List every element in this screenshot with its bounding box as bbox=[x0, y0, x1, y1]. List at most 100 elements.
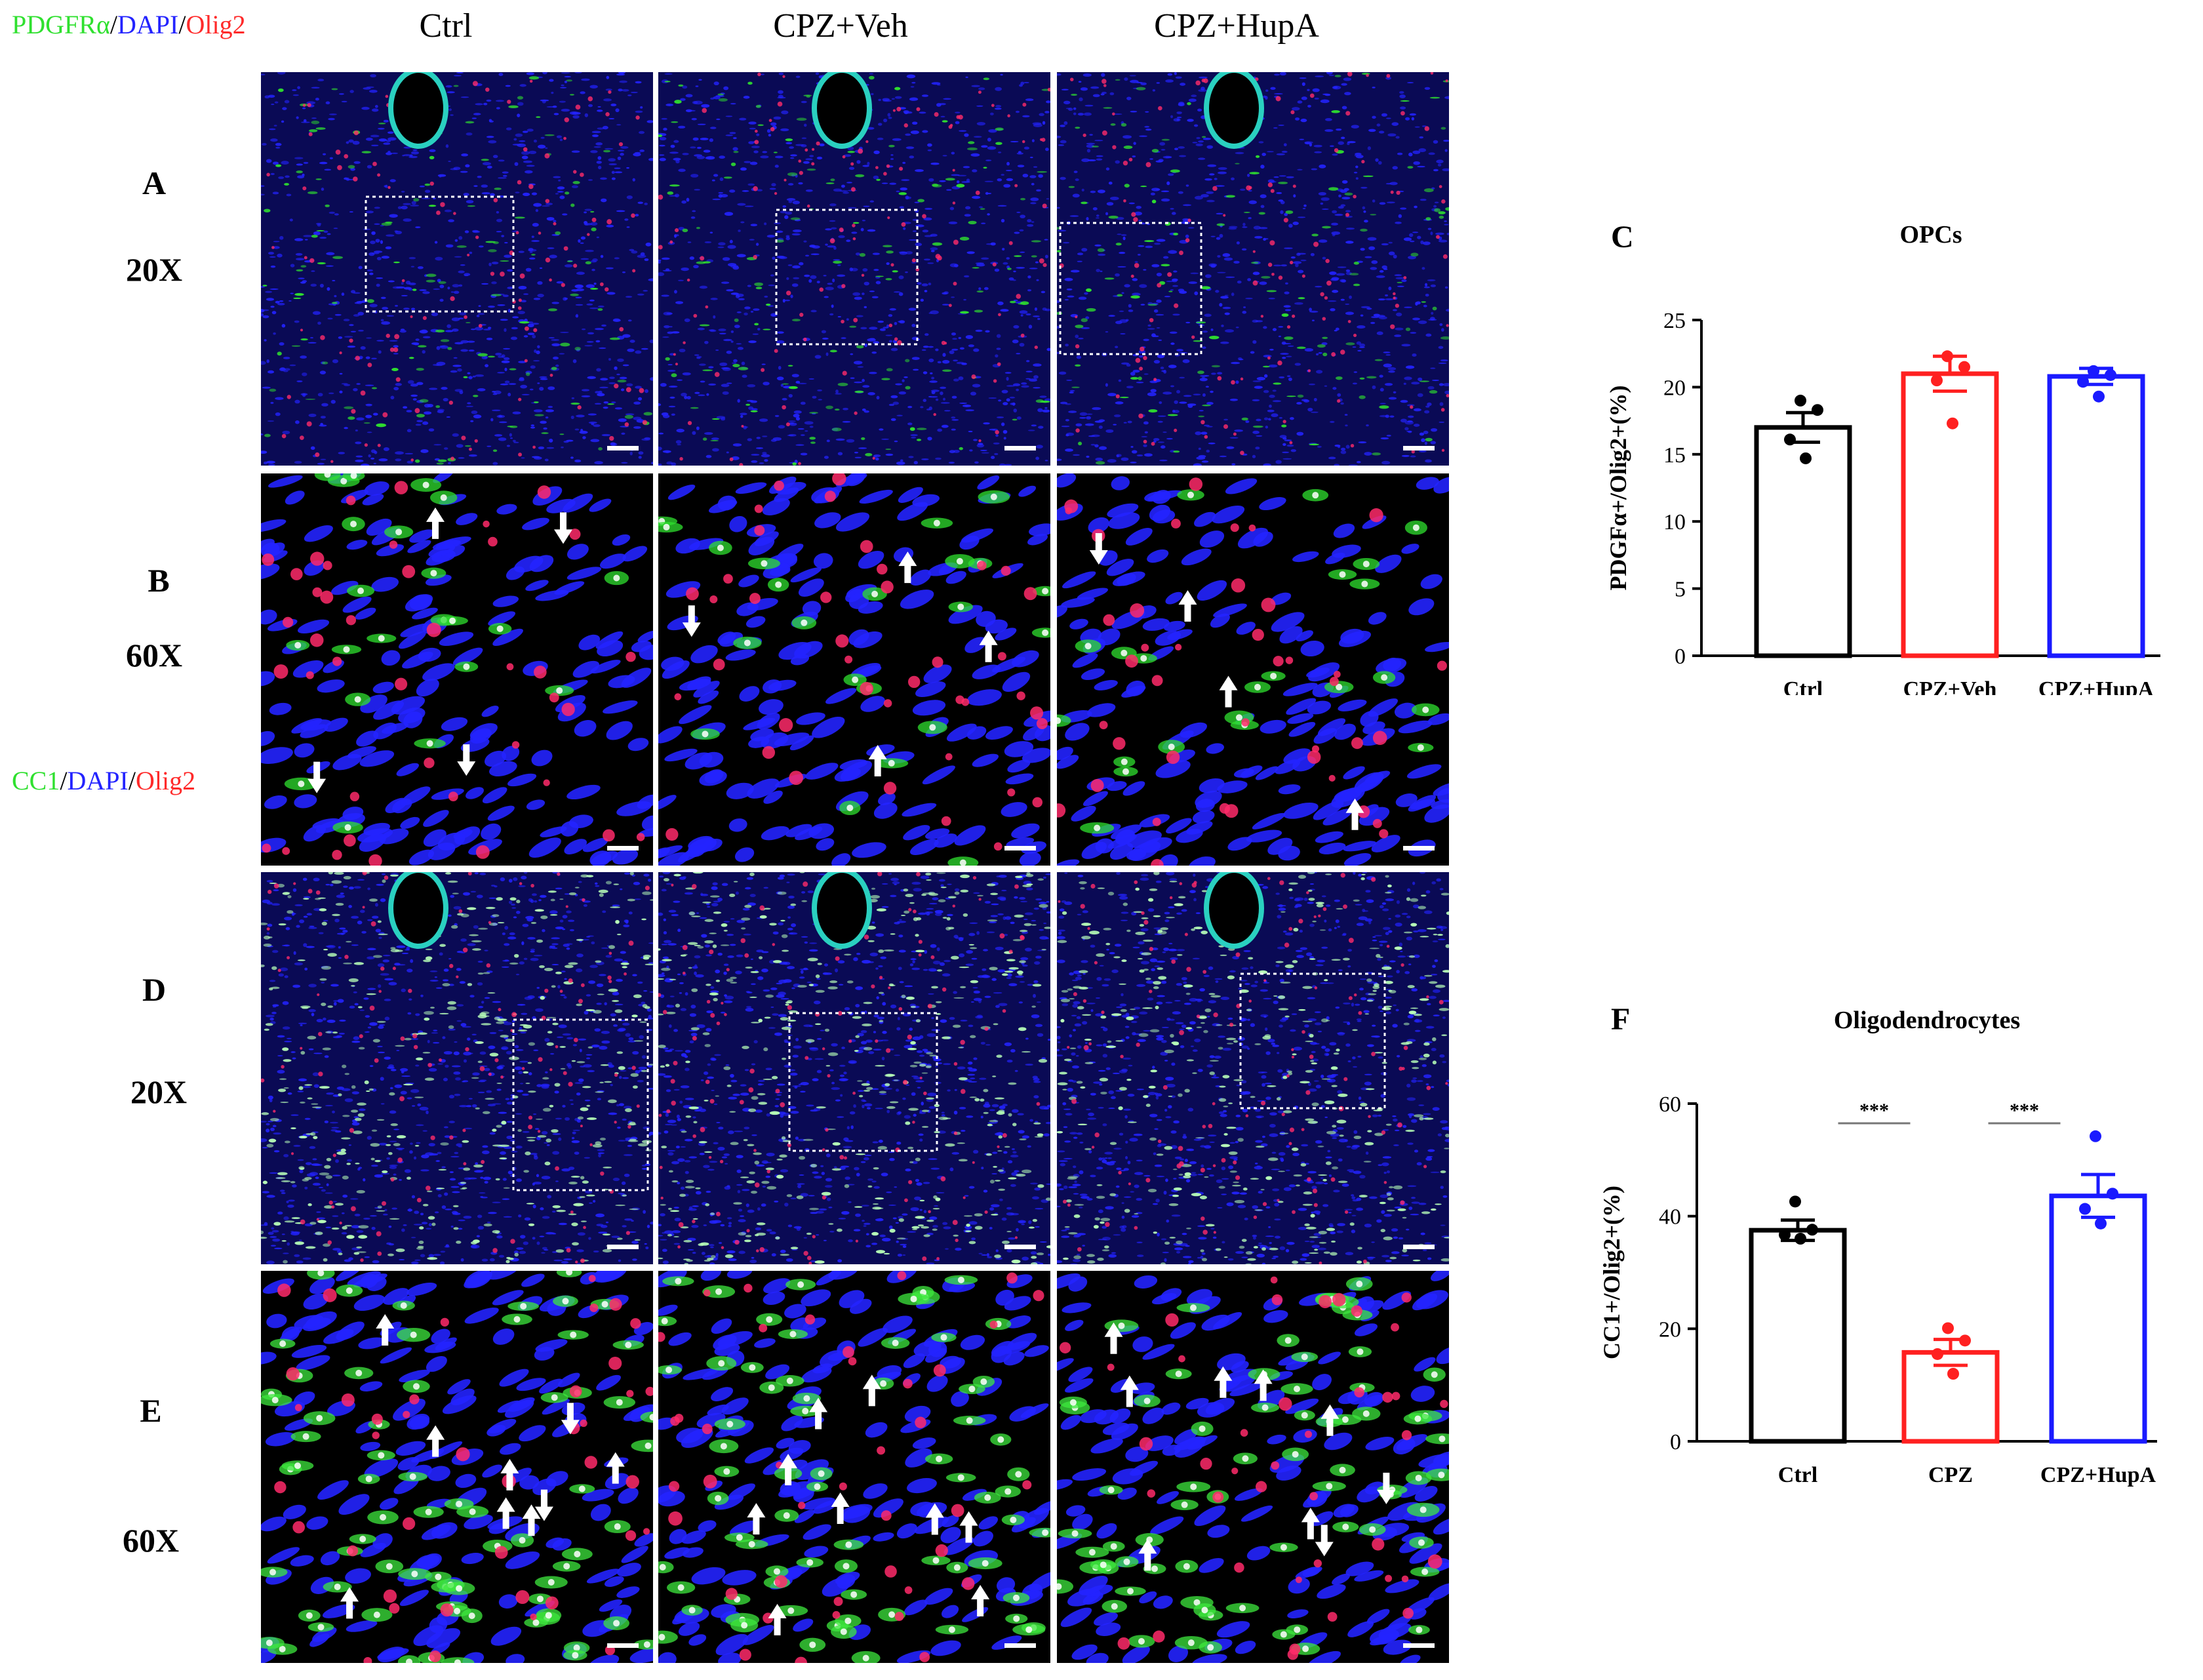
data-point bbox=[1784, 433, 1796, 446]
y-tick-label: 20 bbox=[1659, 1317, 1681, 1342]
legend-olig2: Olig2 bbox=[186, 10, 246, 39]
arrow-up-icon bbox=[376, 1313, 395, 1346]
panel-label-f: F bbox=[1611, 1002, 1631, 1037]
data-point bbox=[2077, 376, 2089, 388]
data-point bbox=[1942, 1322, 1954, 1334]
y-tick-label: 5 bbox=[1675, 578, 1686, 602]
data-point bbox=[1789, 1195, 1801, 1208]
arrow-up-icon bbox=[1345, 798, 1364, 830]
arrow-up-icon bbox=[1120, 1375, 1139, 1407]
row-magnification-a: 20X bbox=[125, 251, 183, 288]
row-magnification-e: 60X bbox=[122, 1522, 180, 1559]
micrograph-panel bbox=[261, 1271, 653, 1663]
x-tick-label: CPZ+HupA bbox=[2040, 1463, 2156, 1487]
y-axis-label: CC1+/Olig2+(%) bbox=[1600, 1186, 1625, 1359]
arrow-up-icon bbox=[1219, 675, 1238, 708]
x-tick-label: CPZ bbox=[1928, 1463, 1973, 1487]
micrograph-panel bbox=[1057, 72, 1449, 466]
column-header-ctrl: Ctrl bbox=[419, 7, 473, 45]
data-point bbox=[1932, 1348, 1943, 1360]
micrograph-panel bbox=[261, 872, 653, 1264]
arrow-up-icon bbox=[979, 630, 998, 662]
arrow-up-icon bbox=[1178, 590, 1197, 622]
micrograph-panel bbox=[261, 72, 653, 466]
y-tick-label: 10 bbox=[1663, 510, 1686, 534]
y-tick-label: 25 bbox=[1663, 309, 1686, 333]
data-point bbox=[2090, 1130, 2101, 1142]
micrograph-panel bbox=[1057, 1271, 1449, 1663]
legend-separator: / bbox=[128, 766, 136, 795]
stain-legend-pdgfra: PDGFRα/DAPI/Olig2 bbox=[12, 9, 246, 40]
x-tick-label: CPZ+HupA bbox=[2038, 677, 2154, 695]
data-point bbox=[1795, 394, 1806, 407]
arrow-up-icon bbox=[500, 1458, 519, 1490]
arrow-up-icon bbox=[868, 744, 887, 776]
legend-marker-cc1: CC1 bbox=[12, 766, 60, 795]
data-point bbox=[1947, 1368, 1959, 1380]
row-label-b: B bbox=[148, 562, 170, 599]
chart-title: OPCs bbox=[1900, 221, 1962, 249]
panel-label-c: C bbox=[1611, 220, 1634, 254]
arrow-up-icon bbox=[496, 1497, 515, 1529]
oligodendrocytes-bar-chart: Oligodendrocytes 0 20 40 60 CC1+/Olig2+(%) Ctr… bbox=[1600, 1007, 2157, 1487]
legend-separator: / bbox=[178, 10, 186, 39]
micrograph-panel bbox=[261, 473, 653, 866]
y-tick-label: 0 bbox=[1670, 1430, 1681, 1454]
legend-separator: / bbox=[60, 766, 68, 795]
legend-dapi: DAPI bbox=[117, 10, 179, 39]
significance-label: *** bbox=[1859, 1100, 1889, 1121]
data-point bbox=[1806, 1224, 1818, 1236]
data-point bbox=[2105, 369, 2116, 381]
legend-olig2: Olig2 bbox=[135, 766, 196, 795]
arrow-up-icon bbox=[1301, 1508, 1320, 1540]
data-point bbox=[2107, 1188, 2118, 1200]
row-magnification-b: 60X bbox=[125, 637, 183, 673]
arrow-down-icon bbox=[1315, 1525, 1334, 1557]
legend-dapi: DAPI bbox=[67, 766, 129, 795]
data-point bbox=[1941, 350, 1953, 363]
arrow-down-icon bbox=[1089, 532, 1108, 565]
data-point bbox=[1779, 1228, 1791, 1241]
chart-title: Oligodendrocytes bbox=[1834, 1007, 2020, 1034]
micrograph-panel bbox=[658, 72, 1050, 466]
arrow-up-icon bbox=[971, 1585, 990, 1617]
row-label-e: E bbox=[140, 1392, 162, 1429]
arrow-up-icon bbox=[747, 1503, 766, 1535]
y-tick-label: 0 bbox=[1675, 645, 1686, 669]
arrow-up-icon bbox=[959, 1511, 978, 1543]
arrow-up-icon bbox=[522, 1504, 541, 1536]
row-magnification-d: 20X bbox=[130, 1073, 188, 1110]
bar bbox=[1901, 371, 1999, 658]
row-label-a: A bbox=[142, 165, 167, 201]
data-point bbox=[1931, 374, 1943, 387]
y-axis-label: PDGFα+/Olig2+(%) bbox=[1605, 385, 1631, 590]
legend-separator: / bbox=[109, 10, 118, 39]
arrow-up-icon bbox=[779, 1454, 798, 1486]
arrow-up-icon bbox=[1254, 1369, 1273, 1401]
arrow-up-icon bbox=[831, 1492, 850, 1525]
arrow-up-icon bbox=[426, 507, 445, 539]
micrograph-panel bbox=[1057, 473, 1449, 866]
arrow-down-icon bbox=[561, 1403, 580, 1435]
column-header-cpz-veh: CPZ+Veh bbox=[773, 7, 908, 45]
arrow-up-icon bbox=[925, 1503, 944, 1535]
y-tick-label: 60 bbox=[1659, 1092, 1681, 1117]
x-tick-label: Ctrl bbox=[1778, 1463, 1817, 1487]
bar bbox=[2047, 374, 2145, 658]
data-point bbox=[2088, 365, 2099, 377]
arrow-up-icon bbox=[1320, 1404, 1340, 1436]
opcs-bar-chart: OPCs 0 5 10 15 20 25 PDGFα+/Olig2+(%) Ctrl CPZ+Ve… bbox=[1605, 221, 2160, 695]
data-point bbox=[1947, 417, 1958, 430]
arrow-up-icon bbox=[768, 1603, 787, 1635]
micrograph-panel bbox=[658, 872, 1050, 1264]
arrow-up-icon bbox=[1138, 1539, 1157, 1571]
arrow-up-icon bbox=[606, 1452, 625, 1484]
micrograph-panel bbox=[1057, 872, 1449, 1264]
significance-label: *** bbox=[2010, 1100, 2039, 1121]
row-label-d: D bbox=[142, 971, 167, 1008]
bar bbox=[2049, 1193, 2147, 1444]
data-point bbox=[1958, 361, 1970, 373]
bar bbox=[1749, 1228, 1847, 1444]
arrow-up-icon bbox=[1104, 1322, 1123, 1354]
data-point bbox=[2095, 1217, 2107, 1230]
